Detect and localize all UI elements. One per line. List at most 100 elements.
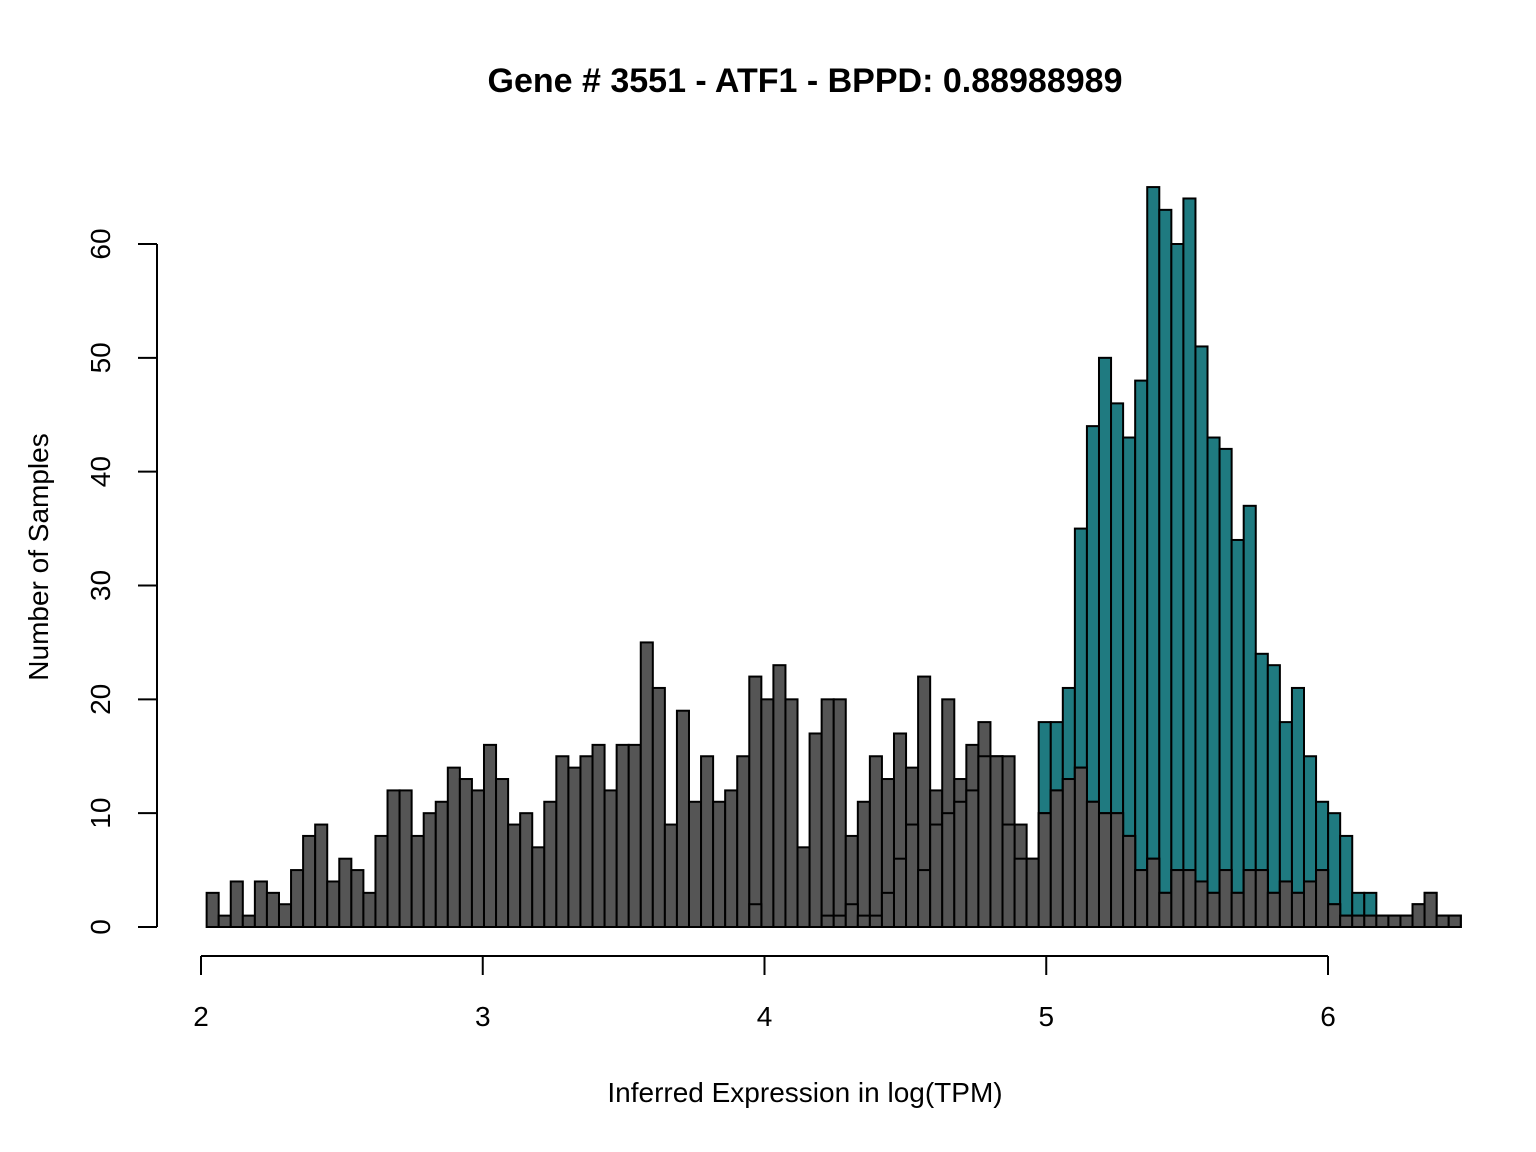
- histogram-bar-s2-92: [1315, 869, 1330, 929]
- histogram-bar-s2-61: [941, 812, 956, 928]
- histogram-bar-s2-82: [1194, 880, 1209, 928]
- histogram-bar-s1-43: [724, 789, 739, 929]
- histogram-bar-s1-6: [277, 903, 293, 928]
- histogram-bar-s0-79: [1158, 208, 1173, 929]
- histogram-bar-s0-88: [1266, 664, 1281, 928]
- histogram-bar-s2-79: [1158, 891, 1173, 928]
- histogram-bar-s1-48: [784, 698, 799, 929]
- histogram-bar-s1-33: [603, 789, 618, 929]
- histogram-bar-s2-60: [929, 823, 944, 928]
- histogram-bar-s0-90: [1290, 686, 1305, 929]
- histogram-bar-s2-85: [1230, 891, 1245, 928]
- histogram-bar-s1-39: [675, 709, 690, 928]
- histogram-bar-s0-83: [1206, 436, 1221, 928]
- histogram-bar-s2-91: [1302, 880, 1318, 928]
- histogram-bar-s1-19: [434, 800, 449, 929]
- histogram-bar-s1-16: [398, 789, 413, 929]
- histogram-bar-s1-0: [205, 891, 220, 928]
- histogram-bar-s2-67: [1013, 857, 1028, 929]
- histogram-bar-s1-47: [772, 664, 787, 928]
- histogram-bar-s1-34: [615, 743, 630, 928]
- axes: 0 10 20 30 40 50 60 2 3 4 5 6: [85, 228, 1336, 1032]
- histogram-bar-s1-25: [507, 823, 522, 928]
- histogram-bar-s2-64: [977, 755, 992, 928]
- histogram-bar-s1-3: [241, 914, 256, 928]
- histogram-bar-s1-17: [410, 834, 425, 928]
- histogram-bar-s1-27: [531, 846, 546, 929]
- histogram-bar-s1-51: [820, 698, 835, 929]
- histogram-bar-s1-46: [760, 698, 775, 929]
- histogram-bar-s1-40: [687, 800, 703, 929]
- histogram-bar-s1-21: [458, 778, 473, 929]
- x-axis-label: Inferred Expression in log(TPM): [607, 1077, 1002, 1108]
- histogram-bars: [205, 186, 1462, 929]
- histogram-bar-s2-97: [1375, 914, 1390, 928]
- histogram-bar-s2-52: [832, 914, 847, 928]
- histogram-bar-s2-81: [1182, 869, 1197, 929]
- histogram-bar-s1-54: [856, 800, 871, 929]
- histogram-bar-s1-52: [832, 698, 847, 929]
- y-tick-label: 20: [85, 684, 116, 715]
- histogram-bar-s2-96: [1363, 914, 1378, 928]
- histogram-bar-s1-11: [338, 857, 353, 929]
- histogram-bar-s0-86: [1242, 504, 1257, 928]
- histogram-bar-s2-98: [1387, 914, 1402, 928]
- histogram-bar-s1-45: [748, 675, 763, 928]
- histogram-bar-s2-56: [880, 891, 895, 928]
- histogram-bar-s1-23: [482, 743, 498, 928]
- histogram-bar-s2-57: [892, 857, 908, 929]
- histogram-bar-s2-51: [820, 914, 835, 928]
- histogram-bar-s0-77: [1134, 379, 1149, 929]
- histogram-bar-s1-10: [326, 880, 341, 928]
- histogram-bar-s2-62: [953, 800, 968, 929]
- histogram-bar-s2-76: [1122, 834, 1137, 928]
- histogram-bar-s2-93: [1327, 903, 1342, 928]
- x-tick-label: 6: [1320, 1001, 1336, 1032]
- histogram-bar-s2-63: [965, 789, 980, 929]
- histogram-bar-s0-82: [1194, 345, 1209, 928]
- histogram-bar-s2-101: [1423, 891, 1438, 928]
- histogram-bar-s1-18: [422, 812, 437, 928]
- histogram-bar-s1-41: [700, 755, 715, 928]
- histogram-bar-s0-84: [1218, 447, 1233, 928]
- histogram-bar-s1-26: [519, 812, 534, 928]
- histogram-bar-s2-100: [1411, 903, 1426, 928]
- x-tick-label: 5: [1038, 1001, 1054, 1032]
- histogram-bar-s1-35: [627, 743, 642, 928]
- histogram-bar-s2-78: [1146, 857, 1161, 929]
- histogram-bar-s0-81: [1182, 197, 1197, 929]
- histogram-bar-s2-65: [989, 755, 1004, 928]
- histogram-bar-s0-85: [1230, 538, 1245, 928]
- y-tick-label: 60: [85, 228, 116, 259]
- x-tick-label: 4: [757, 1001, 773, 1032]
- histogram-bar-s2-103: [1447, 914, 1462, 928]
- y-tick-label: 0: [85, 919, 116, 935]
- histogram-bar-s2-73: [1085, 800, 1100, 929]
- histogram-bar-s2-95: [1351, 914, 1366, 928]
- histogram-bar-s0-78: [1146, 186, 1161, 928]
- histogram-bar-s2-83: [1206, 891, 1221, 928]
- histogram-bar-s1-12: [350, 869, 365, 929]
- histogram-bar-s1-55: [868, 755, 883, 928]
- histogram-bar-s1-36: [639, 641, 654, 928]
- histogram-bar-s1-49: [796, 846, 811, 929]
- histogram-bar-s1-4: [253, 880, 268, 928]
- histogram-bar-s1-14: [374, 834, 389, 928]
- histogram-bar-s1-5: [265, 891, 280, 928]
- histogram-bar-s2-99: [1399, 914, 1414, 928]
- histogram-bar-s2-80: [1170, 869, 1185, 929]
- histogram-bar-s2-66: [1001, 823, 1016, 928]
- y-tick-label: 10: [85, 798, 116, 829]
- histogram-bar-s2-68: [1025, 857, 1040, 929]
- histogram-bar-s1-29: [555, 755, 570, 928]
- histogram-bar-s2-75: [1110, 812, 1125, 928]
- histogram-bar-s1-50: [808, 732, 823, 928]
- histogram-bar-s2-71: [1061, 778, 1076, 929]
- y-tick-label: 40: [85, 456, 116, 487]
- histogram-bar-s1-31: [579, 755, 594, 928]
- histogram-bar-s1-13: [362, 891, 377, 928]
- histogram-bar-s2-84: [1218, 869, 1233, 929]
- chart-title: Gene # 3551 - ATF1 - BPPD: 0.88988989: [488, 62, 1123, 100]
- histogram-bar-s1-30: [567, 766, 582, 928]
